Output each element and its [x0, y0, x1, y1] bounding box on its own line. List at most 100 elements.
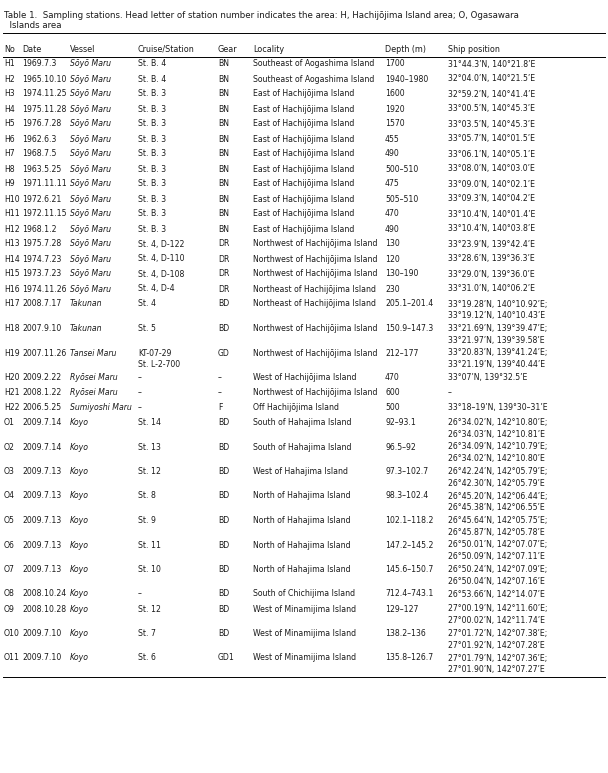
- Text: H9: H9: [4, 179, 15, 189]
- Text: 1700: 1700: [385, 60, 405, 69]
- Text: –: –: [138, 590, 142, 598]
- Text: H13: H13: [4, 240, 19, 248]
- Text: O1: O1: [4, 418, 15, 427]
- Text: 1962.6.3: 1962.6.3: [22, 135, 57, 144]
- Text: St. 9: St. 9: [138, 516, 156, 525]
- Text: Northwest of Hachijōjima Island: Northwest of Hachijōjima Island: [253, 388, 378, 397]
- Text: BN: BN: [218, 224, 229, 233]
- Text: St. 14: St. 14: [138, 418, 161, 427]
- Text: 33°03.5’N, 140°45.3’E: 33°03.5’N, 140°45.3’E: [448, 120, 535, 128]
- Text: DR: DR: [218, 254, 229, 264]
- Text: Table 1.  Sampling stations. Head letter of station number indicates the area: H: Table 1. Sampling stations. Head letter …: [4, 11, 519, 20]
- Text: H10: H10: [4, 195, 19, 203]
- Text: 97.3–102.7: 97.3–102.7: [385, 467, 428, 476]
- Text: –: –: [138, 373, 142, 382]
- Text: 27°00.19’N, 142°11.60’E;
27°00.02’N, 142°11.74’E: 27°00.19’N, 142°11.60’E; 27°00.02’N, 142…: [448, 604, 547, 625]
- Text: Koyo: Koyo: [70, 467, 89, 476]
- Text: Northeast of Hachijōjima Island: Northeast of Hachijōjima Island: [253, 299, 376, 308]
- Text: Koyo: Koyo: [70, 565, 89, 574]
- Text: Northwest of Hachijōjima Island: Northwest of Hachijōjima Island: [253, 270, 378, 278]
- Text: H7: H7: [4, 149, 15, 158]
- Text: East of Hachijōjima Island: East of Hachijōjima Island: [253, 149, 354, 158]
- Text: St. 11: St. 11: [138, 540, 161, 550]
- Text: Koyo: Koyo: [70, 540, 89, 550]
- Text: Koyo: Koyo: [70, 442, 89, 451]
- Text: St. B. 3: St. B. 3: [138, 165, 166, 173]
- Text: South of Hahajima Island: South of Hahajima Island: [253, 442, 351, 451]
- Text: South of Chichijima Island: South of Chichijima Island: [253, 590, 355, 598]
- Text: Takunan: Takunan: [70, 324, 103, 333]
- Text: 32°04.0’N, 140°21.5’E: 32°04.0’N, 140°21.5’E: [448, 74, 535, 83]
- Text: Ryōsei Maru: Ryōsei Maru: [70, 388, 117, 397]
- Text: Sumiyoshi Maru: Sumiyoshi Maru: [70, 403, 132, 412]
- Text: 2009.7.10: 2009.7.10: [22, 653, 61, 662]
- Text: H12: H12: [4, 224, 19, 233]
- Text: 1969.7.3: 1969.7.3: [22, 60, 57, 69]
- Text: Locality: Locality: [253, 45, 284, 54]
- Text: 475: 475: [385, 179, 399, 189]
- Text: Northwest of Hachijōjima Island: Northwest of Hachijōjima Island: [253, 324, 378, 333]
- Text: 455: 455: [385, 135, 399, 144]
- Text: Ryōsei Maru: Ryōsei Maru: [70, 373, 117, 382]
- Text: 26°45.64’N, 142°05.75’E;
26°45.87’N, 142°05.78’E: 26°45.64’N, 142°05.75’E; 26°45.87’N, 142…: [448, 516, 547, 536]
- Text: Tansei Maru: Tansei Maru: [70, 349, 116, 357]
- Text: Southeast of Aogashima Island: Southeast of Aogashima Island: [253, 60, 375, 69]
- Text: 145.6–150.7: 145.6–150.7: [385, 565, 434, 574]
- Text: Sōyō Maru: Sōyō Maru: [70, 165, 111, 173]
- Text: BD: BD: [218, 442, 229, 451]
- Text: H5: H5: [4, 120, 15, 128]
- Text: Sōyō Maru: Sōyō Maru: [70, 209, 111, 219]
- Text: East of Hachijōjima Island: East of Hachijōjima Island: [253, 224, 354, 233]
- Text: 33°18–19’N, 139°30–31’E: 33°18–19’N, 139°30–31’E: [448, 403, 548, 412]
- Text: 27°01.72’N, 142°07.38’E;
27°01.92’N, 142°07.28’E: 27°01.72’N, 142°07.38’E; 27°01.92’N, 142…: [448, 629, 547, 650]
- Text: O5: O5: [4, 516, 15, 525]
- Text: –: –: [448, 388, 452, 397]
- Text: East of Hachijōjima Island: East of Hachijōjima Island: [253, 165, 354, 173]
- Text: St. 6: St. 6: [138, 653, 156, 662]
- Text: 150.9–147.3: 150.9–147.3: [385, 324, 434, 333]
- Text: H22: H22: [4, 403, 19, 412]
- Text: East of Hachijōjima Island: East of Hachijōjima Island: [253, 120, 354, 128]
- Text: H1: H1: [4, 60, 15, 69]
- Text: Date: Date: [22, 45, 41, 54]
- Text: 600: 600: [385, 388, 399, 397]
- Text: 1975.7.28: 1975.7.28: [22, 240, 61, 248]
- Text: Takunan: Takunan: [70, 299, 103, 308]
- Text: O11: O11: [4, 653, 20, 662]
- Text: 1570: 1570: [385, 120, 405, 128]
- Text: BN: BN: [218, 195, 229, 203]
- Text: Koyo: Koyo: [70, 653, 89, 662]
- Text: BN: BN: [218, 179, 229, 189]
- Text: BN: BN: [218, 209, 229, 219]
- Text: 135.8–126.7: 135.8–126.7: [385, 653, 433, 662]
- Text: 1974.11.26: 1974.11.26: [22, 284, 66, 294]
- Text: 33°07’N, 139°32.5’E: 33°07’N, 139°32.5’E: [448, 373, 527, 382]
- Text: BD: BD: [218, 418, 229, 427]
- Text: 33°09.0’N, 140°02.1’E: 33°09.0’N, 140°02.1’E: [448, 179, 535, 189]
- Text: 129–127: 129–127: [385, 604, 418, 614]
- Text: 130: 130: [385, 240, 399, 248]
- Text: BN: BN: [218, 90, 229, 98]
- Text: H2: H2: [4, 74, 15, 83]
- Text: Vessel: Vessel: [70, 45, 95, 54]
- Text: St. 7: St. 7: [138, 629, 156, 638]
- Text: St. 8: St. 8: [138, 492, 156, 500]
- Text: Sōyō Maru: Sōyō Maru: [70, 135, 111, 144]
- Text: GD: GD: [218, 349, 230, 357]
- Text: Sōyō Maru: Sōyō Maru: [70, 270, 111, 278]
- Text: 712.4–743.1: 712.4–743.1: [385, 590, 434, 598]
- Text: Northwest of Hachijōjima Island: Northwest of Hachijōjima Island: [253, 254, 378, 264]
- Text: H16: H16: [4, 284, 19, 294]
- Text: East of Hachijōjima Island: East of Hachijōjima Island: [253, 135, 354, 144]
- Text: H19: H19: [4, 349, 19, 357]
- Text: Sōyō Maru: Sōyō Maru: [70, 179, 111, 189]
- Text: BN: BN: [218, 104, 229, 114]
- Text: –: –: [138, 403, 142, 412]
- Text: West of Minamijima Island: West of Minamijima Island: [253, 653, 356, 662]
- Text: Sōyō Maru: Sōyō Maru: [70, 284, 111, 294]
- Text: 26°53.66’N, 142°14.07’E: 26°53.66’N, 142°14.07’E: [448, 590, 545, 598]
- Text: DR: DR: [218, 270, 229, 278]
- Text: BN: BN: [218, 135, 229, 144]
- Text: West of Hahajima Island: West of Hahajima Island: [253, 467, 348, 476]
- Text: North of Hahajima Island: North of Hahajima Island: [253, 492, 351, 500]
